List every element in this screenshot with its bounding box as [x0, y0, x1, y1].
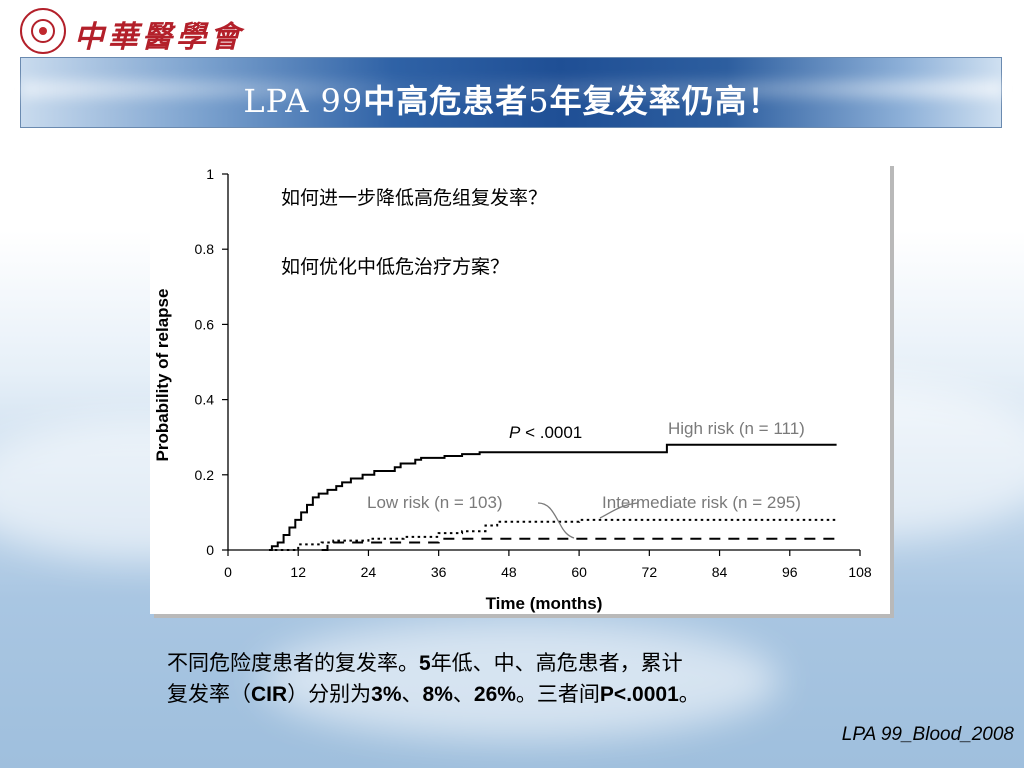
- caption-line-2: 复发率（CIR）分别为3%、8%、26%。三者间P<.0001。: [167, 679, 827, 710]
- intermediate-risk-line: [274, 518, 837, 551]
- caption-text: 、: [401, 682, 423, 706]
- caption-text: 、: [452, 682, 474, 706]
- title-banner: LPA 99中高危患者5年复发率仍高！: [20, 57, 1003, 128]
- y-tick-label: 0.6: [195, 316, 215, 332]
- y-tick-label: 0.2: [195, 467, 215, 483]
- relapse-chart: 0 12 24 36 48 60 72 84 96 108 0 0.2 0.4 0.6 0.8 1 如何进一步…: [153, 166, 872, 613]
- caption-bold: CIR: [251, 683, 288, 706]
- x-tick-label: 96: [782, 564, 798, 580]
- chart-panel: 0 12 24 36 48 60 72 84 96 108 0 0.2 0.4 0.6 0.8 1 如何进一步…: [150, 162, 890, 614]
- low-risk-leader-line: [537, 502, 575, 539]
- legend-low-risk: Low risk (n = 103): [367, 493, 503, 512]
- caption-bold: 3%: [371, 683, 402, 706]
- y-axis-label: Probability of relapse: [153, 289, 172, 462]
- caption: 不同危险度患者的复发率。5年低、中、高危患者，累计 复发率（CIR）分别为3%、…: [167, 648, 827, 710]
- association-seal-icon: [20, 8, 66, 54]
- x-axis-label: Time (months): [486, 594, 603, 613]
- x-tick-label: 72: [642, 564, 658, 580]
- x-tick-label: 84: [712, 564, 728, 580]
- caption-text: 年低、中、高危患者，累计: [430, 651, 683, 675]
- question-1: 如何进一步降低高危组复发率？: [281, 187, 547, 209]
- question-2: 如何优化中低危治疗方案？: [281, 256, 509, 278]
- citation: LPA 99_Blood_2008: [841, 724, 1014, 745]
- caption-bold: P<.0001: [599, 683, 679, 706]
- chart-series: [268, 443, 837, 551]
- logo: 中華醫學會: [18, 6, 278, 58]
- caption-text: 。三者间: [515, 682, 600, 706]
- caption-text: 。: [678, 682, 700, 706]
- caption-bold: 8%: [422, 683, 453, 706]
- p-value-letter: P: [509, 423, 521, 442]
- p-value-annotation: P < .0001: [509, 423, 582, 442]
- x-tick-label: 36: [431, 564, 447, 580]
- caption-text: 复发率（: [167, 682, 251, 706]
- caption-line-1: 不同危险度患者的复发率。5年低、中、高危患者，累计: [167, 648, 827, 679]
- x-tick-label: 48: [501, 564, 517, 580]
- p-value-text: < .0001: [520, 423, 582, 442]
- legend-intermediate-risk: Intermediate risk (n = 295): [602, 493, 801, 512]
- logo-name: 中華醫學會: [74, 20, 244, 55]
- legend-high-risk: High risk (n = 111): [668, 419, 805, 438]
- y-tick-label: 1: [206, 166, 214, 182]
- intermediate-risk-leader-line: [599, 502, 639, 519]
- caption-text: ）分别为: [287, 682, 372, 706]
- caption-text: 不同危险度患者的复发率。: [167, 651, 419, 675]
- high-risk-line: [268, 443, 837, 551]
- title-prefix: LPA 99: [243, 82, 364, 120]
- x-tick-label: 12: [290, 564, 306, 580]
- caption-bold: 5: [419, 652, 431, 675]
- y-tick-label: 0: [206, 542, 214, 558]
- slide-title: LPA 99中高危患者5年复发率仍高！: [21, 76, 1003, 122]
- caption-bold: 26%: [473, 683, 516, 706]
- x-tick-label: 0: [224, 564, 232, 580]
- x-tick-label: 60: [571, 564, 587, 580]
- x-tick-label: 24: [361, 564, 377, 580]
- title-rest: 年复发率仍高！: [549, 83, 781, 119]
- chart-axes: 0 12 24 36 48 60 72 84 96 108 0 0.2 0.4 0.6 0.8 1: [195, 166, 872, 580]
- title-num: 5: [528, 82, 550, 120]
- y-tick-label: 0.8: [195, 241, 215, 257]
- x-tick-label: 108: [848, 564, 872, 580]
- low-risk-line: [321, 537, 837, 551]
- y-tick-label: 0.4: [195, 392, 215, 408]
- title-main: 中高危患者: [363, 83, 529, 119]
